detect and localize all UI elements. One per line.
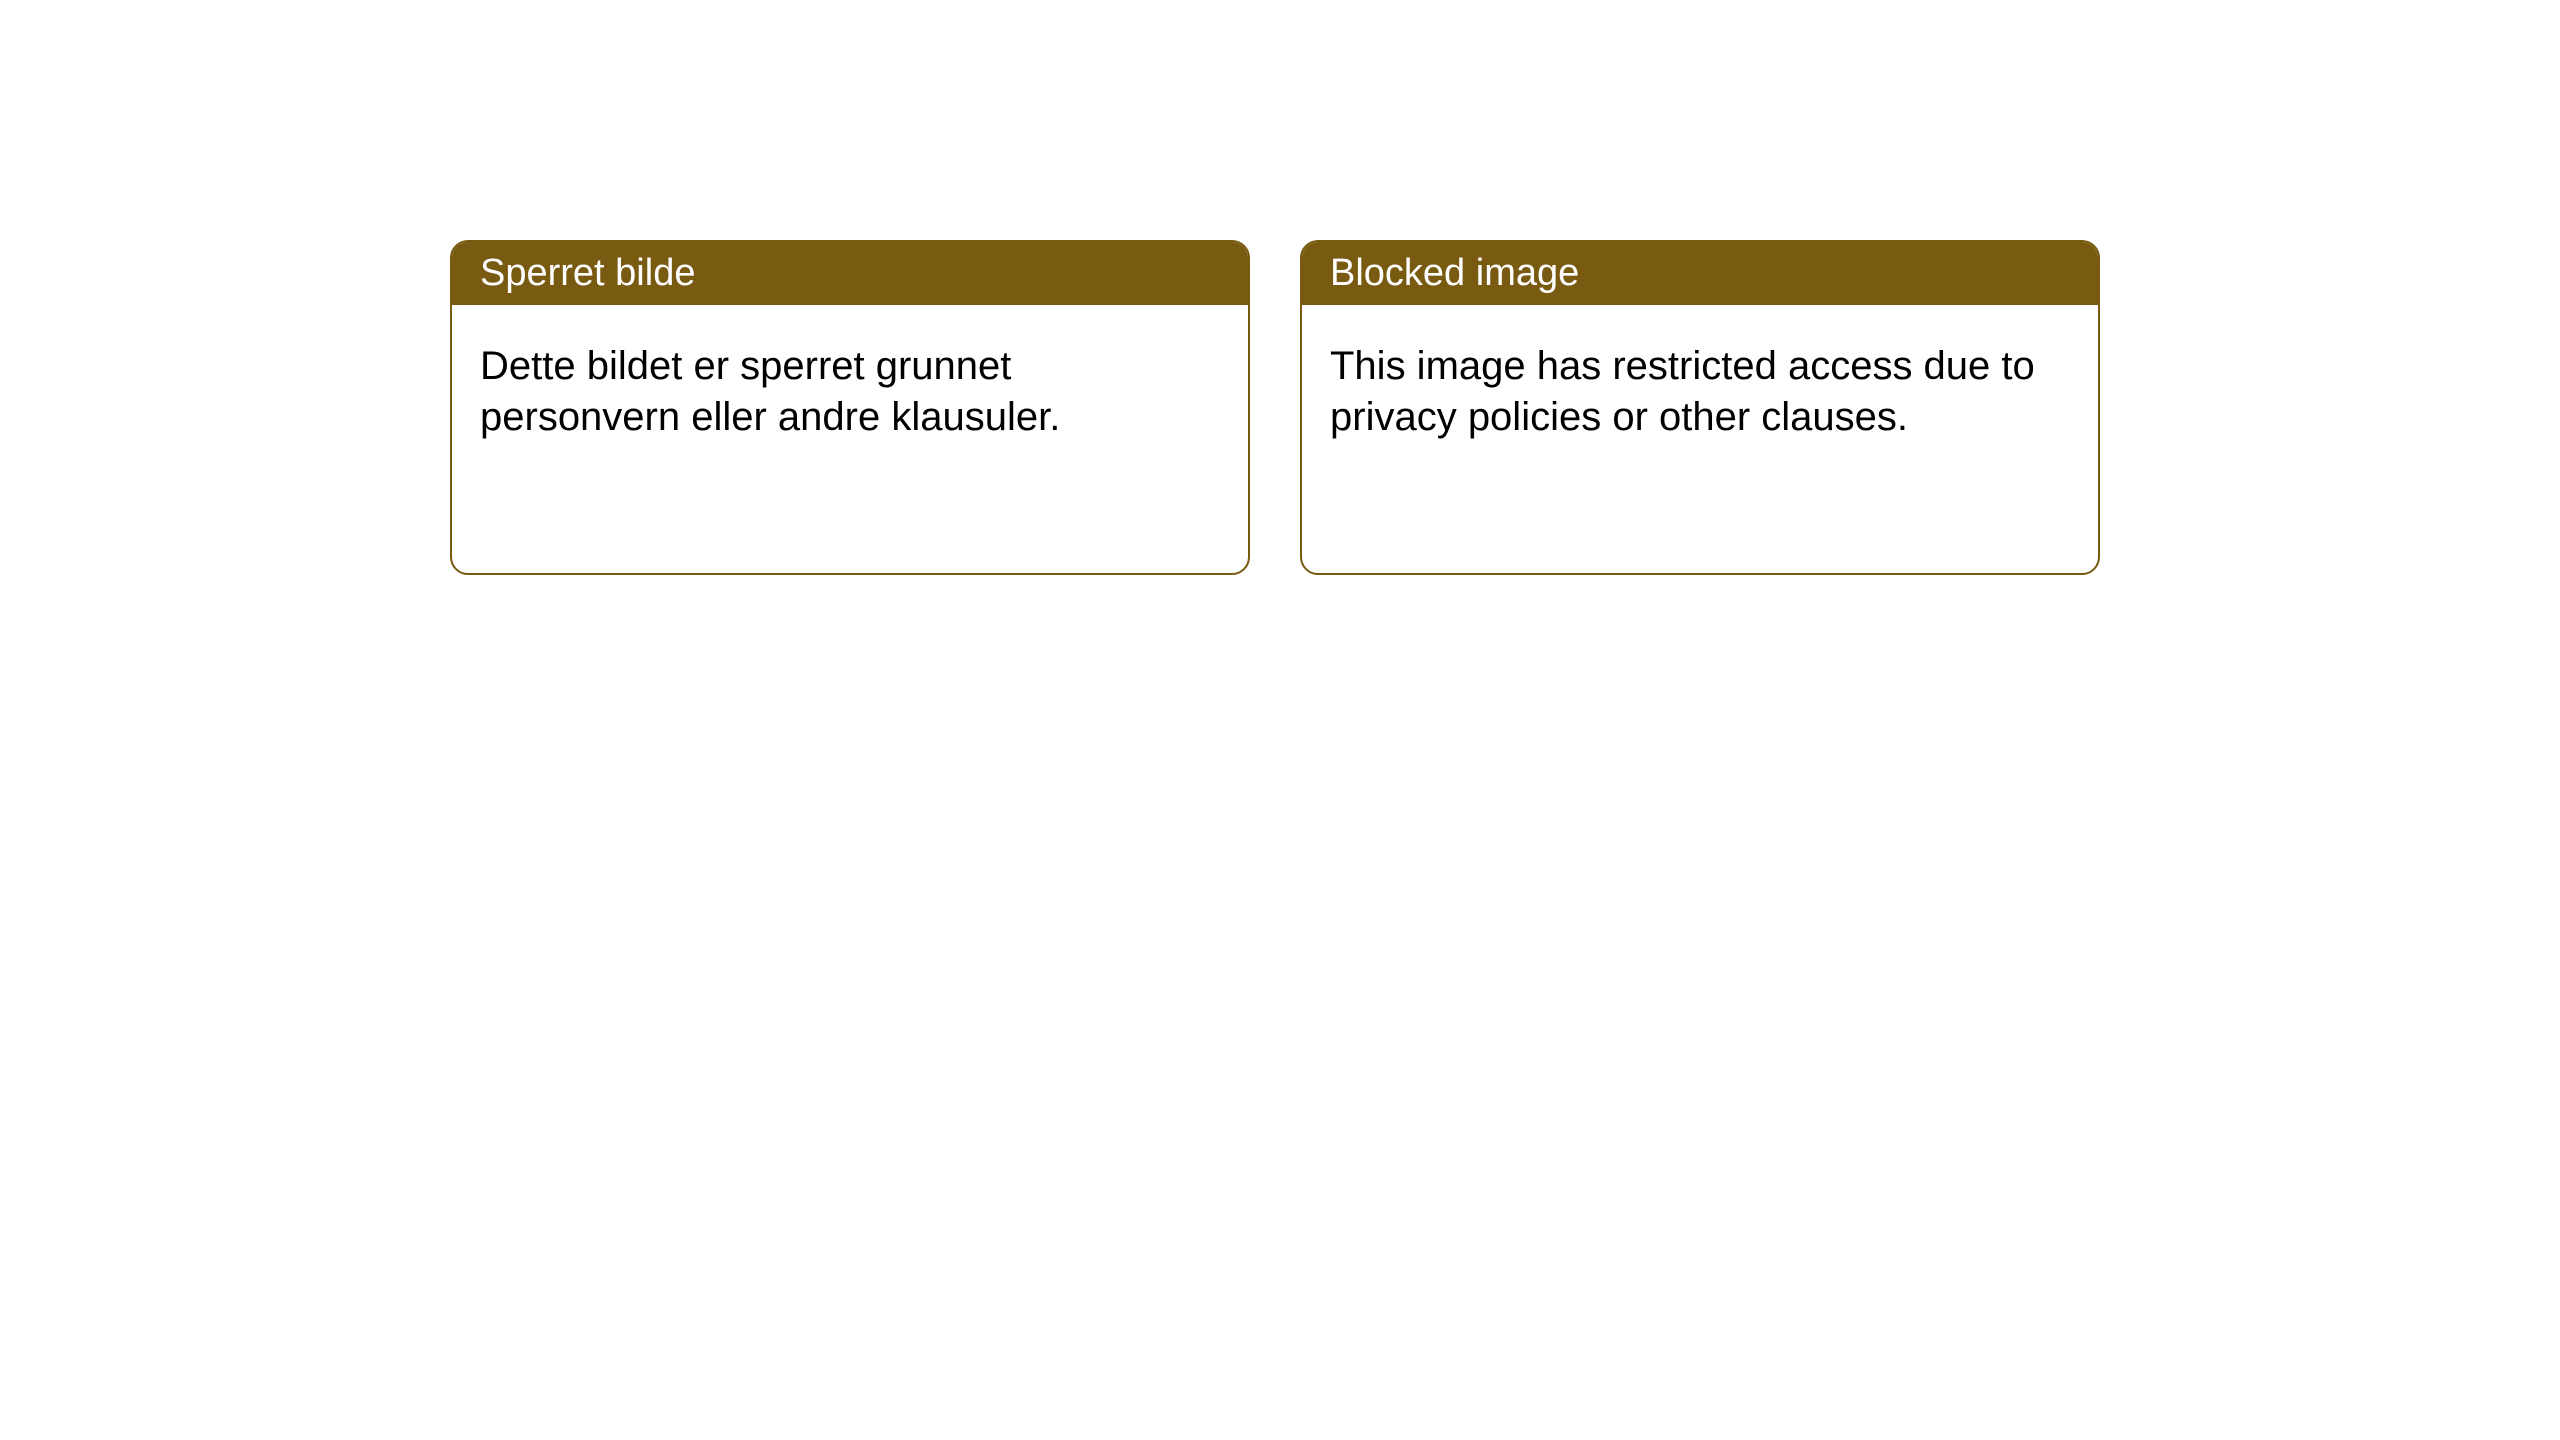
notice-message: This image has restricted access due to … <box>1330 344 2035 439</box>
notice-card-norwegian: Sperret bilde Dette bildet er sperret gr… <box>450 240 1250 575</box>
notice-title: Blocked image <box>1330 252 1579 294</box>
notice-title: Sperret bilde <box>480 252 695 294</box>
notice-body: Dette bildet er sperret grunnet personve… <box>452 305 1248 479</box>
notice-header: Blocked image <box>1302 242 2098 305</box>
notice-card-english: Blocked image This image has restricted … <box>1300 240 2100 575</box>
notice-container: Sperret bilde Dette bildet er sperret gr… <box>0 0 2560 575</box>
notice-header: Sperret bilde <box>452 242 1248 305</box>
notice-message: Dette bildet er sperret grunnet personve… <box>480 344 1060 439</box>
notice-body: This image has restricted access due to … <box>1302 305 2098 479</box>
